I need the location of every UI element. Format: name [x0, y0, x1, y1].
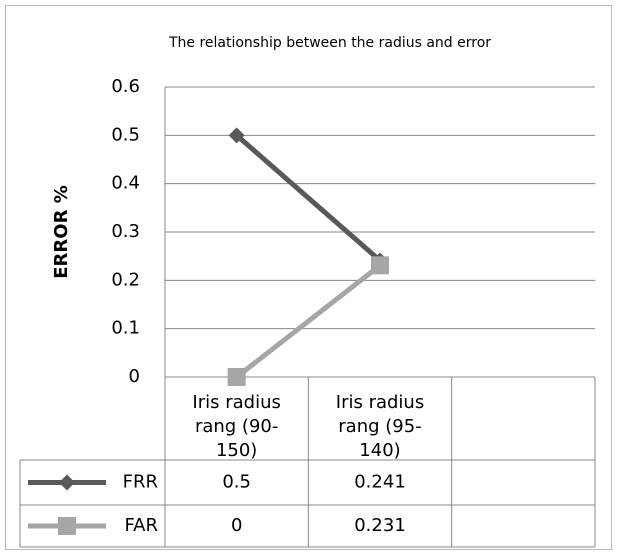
data-point [371, 256, 389, 275]
y-tick-label: 0.5 [111, 124, 140, 145]
table-value: 0.5 [222, 472, 251, 493]
y-tick-label: 0.4 [111, 173, 140, 194]
legend-label: FRR [123, 472, 158, 493]
y-tick-label: 0 [129, 366, 140, 387]
table-value: 0.231 [354, 515, 406, 536]
y-axis-label: ERROR % [51, 185, 72, 278]
y-tick-label: 0.1 [111, 318, 140, 339]
y-tick-label: 0.6 [111, 76, 140, 97]
data-point [227, 368, 246, 386]
legend-marker [59, 474, 75, 491]
chart-title: The relationship between the radius and … [168, 35, 491, 51]
x-tick-label: Iris radius rang (95-140) [335, 392, 425, 461]
y-tick-label: 0.2 [111, 269, 140, 290]
table-value: 0 [231, 515, 242, 536]
legend-label: FAR [124, 515, 158, 536]
series-line [235, 133, 382, 263]
y-tick-label: 0.3 [111, 221, 140, 242]
legend-marker [58, 517, 76, 535]
table-value: 0.241 [354, 472, 406, 493]
data-point [228, 127, 245, 144]
series-line [235, 263, 382, 379]
x-tick-label: Iris radius rang (90-150) [192, 392, 281, 461]
